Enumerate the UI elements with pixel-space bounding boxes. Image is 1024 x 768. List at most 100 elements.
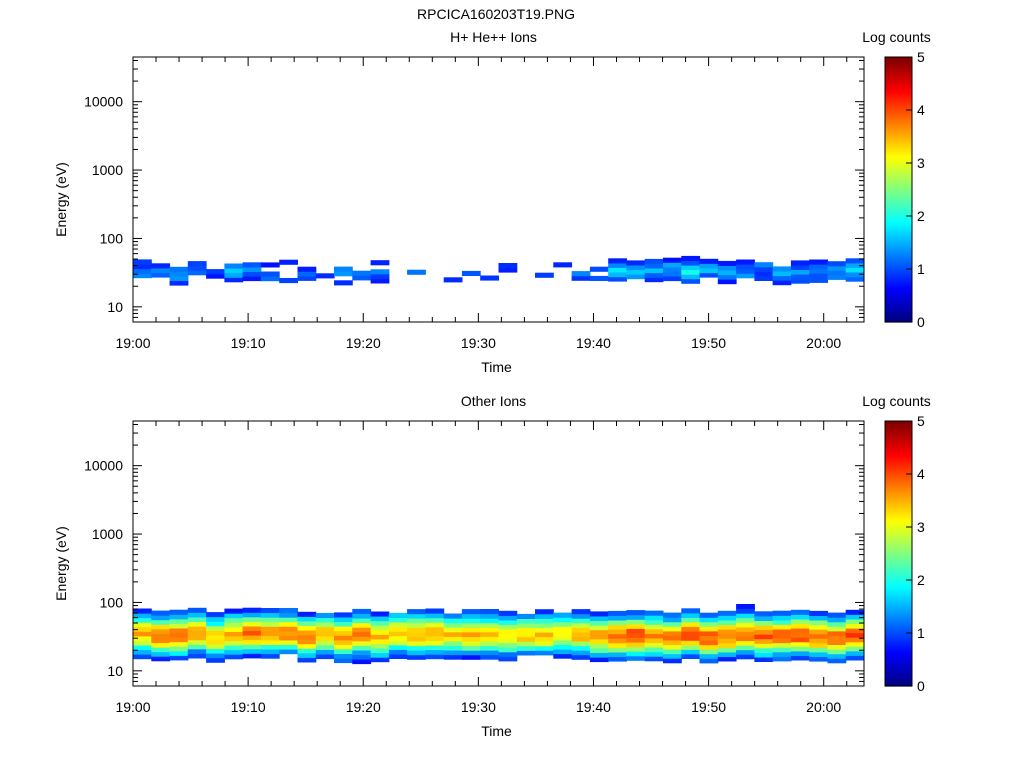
spectrogram-cell [535,650,554,656]
colorbar-step [885,476,912,480]
spectrogram-cell [334,644,353,650]
spectrogram-cell [772,266,792,272]
colorbar-step [885,513,912,517]
spectrogram-cell [754,647,774,653]
spectrogram-cell [608,620,627,626]
spectrogram-cell [681,612,701,618]
spectrogram-cell [169,280,189,286]
colorbar-tick-label: 4 [917,102,925,118]
plot-frame [132,56,865,323]
spectrogram-cell [827,621,847,627]
spectrogram-cell [297,648,317,654]
colorbar-step [885,79,912,82]
spectrogram-cell [133,259,152,265]
spectrogram-cell [206,653,225,659]
colorbar-step [885,163,912,166]
spectrogram-cell [589,647,609,653]
spectrogram-cell [242,621,262,627]
colorbar-step [885,255,912,259]
spectrogram-cell [498,619,518,625]
spectrogram-cell [169,632,189,638]
colorbar-step [885,286,912,290]
spectrogram-cell [845,628,865,634]
spectrogram-cell [187,635,207,641]
spectrogram-cell [699,630,719,636]
colorbar-step [885,580,912,583]
spectrogram-cell [754,262,774,268]
spectrogram-cell [663,276,682,282]
spectrogram-cell [626,269,646,275]
spectrogram-cell [425,645,445,651]
spectrogram-cell [790,641,810,647]
colorbar-step [885,436,912,440]
spectrogram-cell [407,650,426,656]
spectrogram-cell [206,273,225,279]
spectrogram-cell [571,654,591,660]
spectrogram-cell [187,612,207,618]
spectrogram-cell [571,650,591,656]
colorbar-step [885,264,912,268]
spectrogram-cell [772,656,792,662]
colorbar-step [885,61,912,65]
spectrogram-cell [388,644,408,650]
spectrogram-cell [717,656,737,662]
spectrogram-cell [644,656,664,662]
colorbar-step [885,182,912,186]
spectrogram-cell [224,645,244,651]
spectrogram-cell [133,654,152,660]
spectrogram-cell [260,630,280,636]
y-tick-label: 100 [100,230,124,246]
spectrogram-cell [608,633,627,639]
spectrogram-cells [133,604,865,665]
colorbar-step [885,535,912,539]
spectrogram-cell [370,657,390,663]
x-tick-label: 19:00 [115,699,150,715]
spectrogram-cell [461,270,481,276]
colorbar-tick-label: 1 [917,261,925,277]
colorbar-step [885,551,912,555]
colorbar-step [885,542,912,546]
colorbar-step [885,679,912,683]
colorbar-step [885,429,912,433]
spectrogram-cell [425,622,445,628]
colorbar-step [885,103,912,107]
spectrogram-cell [681,653,701,659]
colorbar-step [885,70,912,74]
colorbar-step [885,317,912,321]
spectrogram-cell [388,631,408,637]
colorbar-step [885,253,912,257]
spectrogram-cell [315,631,335,637]
colorbar-step [885,302,912,305]
colorbar-step [885,134,912,138]
spectrogram-cell [699,644,719,650]
spectrogram-cell [644,651,664,657]
colorbar-step [885,562,912,566]
spectrogram-cell [260,644,280,650]
colorbar-step [885,240,912,244]
spectrogram-cell [297,625,317,631]
x-tick-label: 19:30 [461,335,496,351]
x-tick-label: 20:00 [806,699,841,715]
spectrogram-cell [663,635,682,641]
spectrogram-cell [681,622,701,628]
spectrogram-cell [443,631,463,637]
spectrogram-cell [553,617,573,623]
spectrogram-cell [334,658,353,664]
spectrogram-cell [717,651,737,657]
spectrogram-cell [516,645,536,651]
spectrogram-cell [553,621,573,627]
spectrogram-cell [279,617,298,623]
spectrogram-cell [242,630,262,636]
colorbar-step [885,421,912,424]
spectrogram-cell [553,644,573,650]
colorbar-step [885,451,912,455]
colorbar-step [885,674,912,678]
colorbar-step [885,233,912,237]
spectrogram-cell [535,618,554,624]
x-tick-label: 19:10 [231,699,266,715]
colorbar-step [885,87,912,91]
spectrogram-cell [845,637,865,643]
colorbar-step [885,677,912,680]
spectrogram-cell [644,610,664,616]
spectrogram-cell [151,633,171,639]
